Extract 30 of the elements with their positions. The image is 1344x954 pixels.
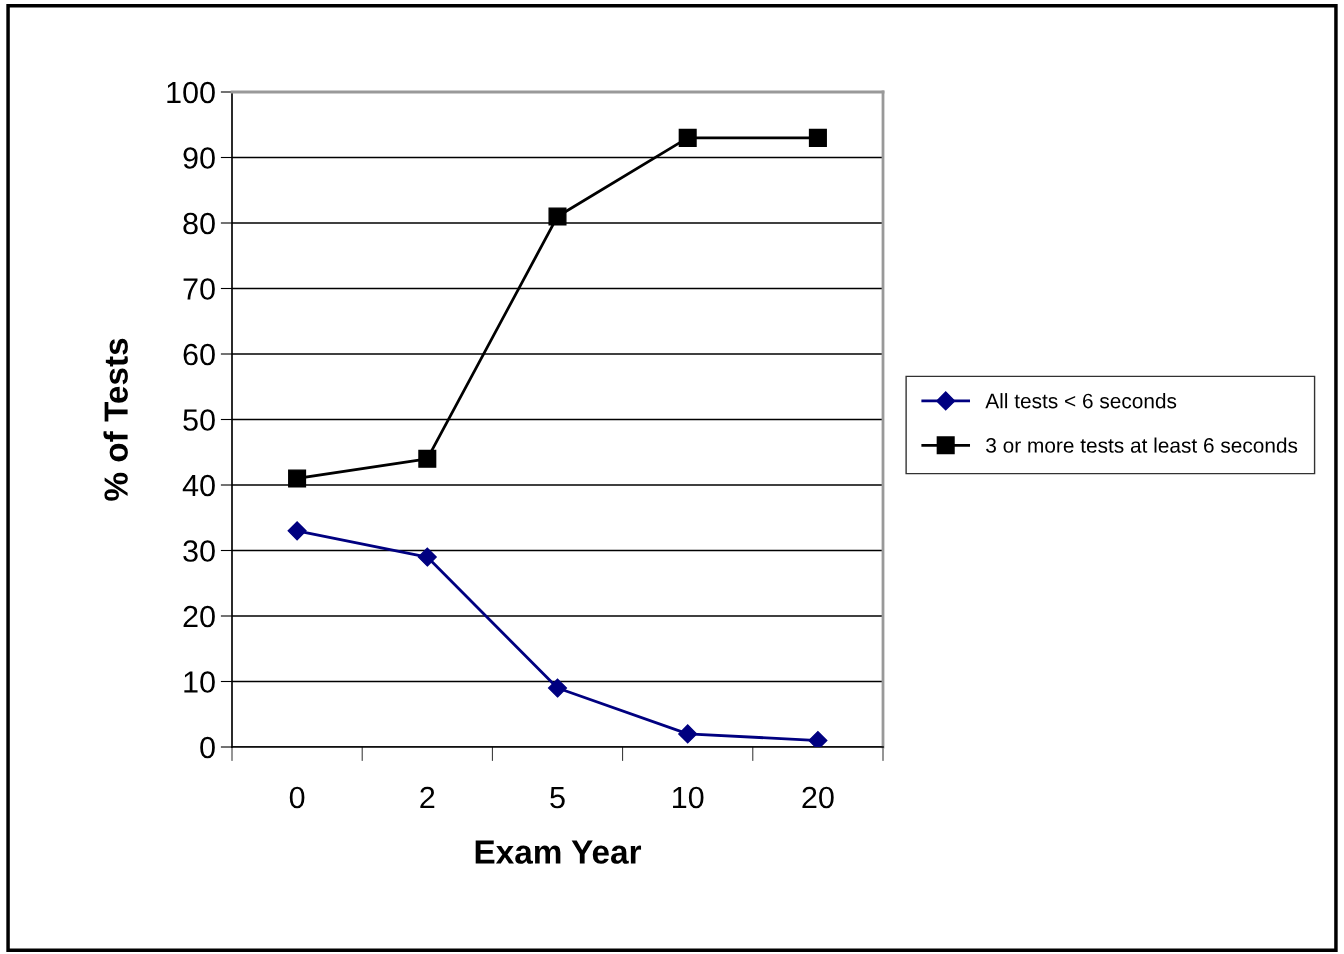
point (418, 449, 437, 468)
point (548, 207, 567, 226)
x-tick-label: 20 (802, 786, 834, 809)
y-tick-label: 60 (183, 343, 215, 366)
y-tick-label: 20 (183, 605, 215, 628)
y-tick-label: 0 (200, 736, 215, 759)
y-tick-label: 40 (182, 474, 215, 497)
y-tick-label: 10 (184, 671, 215, 693)
point (287, 521, 307, 541)
y-tick-label: 100 (167, 81, 215, 104)
legend-label: 3 or more tests at least 6 seconds (986, 437, 1298, 453)
point (417, 547, 437, 567)
x-tick-label: 10 (673, 786, 704, 809)
y-tick-label: 30 (183, 540, 215, 562)
x-tick-label: 5 (550, 787, 565, 809)
x-axis-title: Exam Year (475, 840, 642, 864)
y-axis-title: % of Tests (103, 338, 128, 501)
point (288, 469, 307, 488)
y-tick-label: 70 (183, 278, 215, 300)
x-tick-label: 0 (289, 786, 305, 809)
y-tick-label: 90 (183, 147, 215, 169)
point (808, 128, 827, 147)
point (547, 678, 568, 698)
point (808, 730, 828, 747)
point (678, 724, 698, 744)
point (678, 128, 697, 147)
legend-label: All tests < 6 seconds (985, 393, 1177, 409)
y-tick-label: 50 (183, 409, 215, 431)
x-tick-label: 2 (420, 786, 435, 809)
y-tick-label: 80 (183, 212, 215, 235)
